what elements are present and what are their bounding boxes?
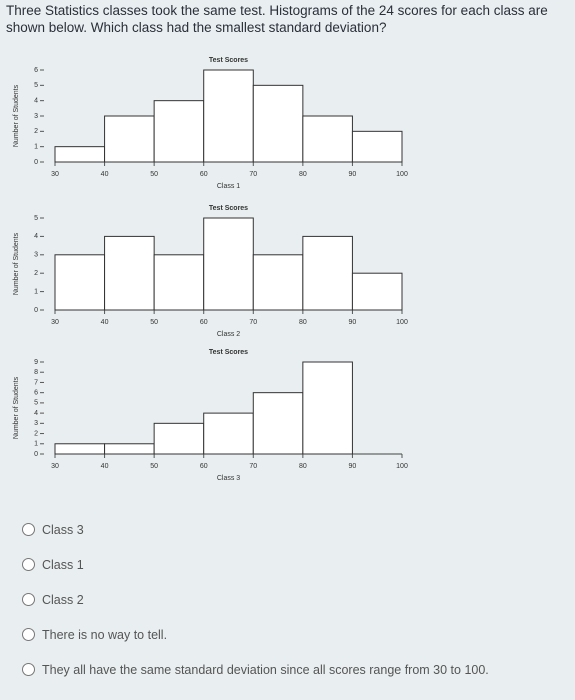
options: Class 3 Class 1 Class 2 There is no way to … [22, 512, 489, 687]
x-tick-label: 70 [249, 463, 257, 470]
option-text: They all have the same standard deviatio… [42, 662, 489, 677]
bar [153, 422, 205, 455]
bar [104, 115, 155, 163]
option[interactable]: There is no way to tell. [22, 617, 489, 652]
y-tick-label: 9 [34, 359, 38, 366]
y-tick-label: 4 [34, 98, 38, 105]
charts: Test Scores Number of Students Class 1 0 1 2 3… [13, 57, 408, 482]
x-tick-label: 40 [101, 463, 109, 470]
bar [54, 146, 106, 163]
bar [302, 115, 353, 163]
y-tick-label: 6 [34, 390, 38, 397]
bar [351, 272, 403, 311]
x-tick-label: 60 [200, 463, 208, 470]
chart-title: Test Scores [209, 205, 248, 212]
option[interactable]: Class 3 [22, 512, 489, 547]
x-axis-label: Class 2 [217, 331, 240, 338]
bar [252, 254, 304, 311]
y-tick-label: 4 [34, 410, 38, 417]
y-tick-label: 3 [34, 420, 38, 427]
option-text: There is no way to tell. [42, 627, 168, 642]
x-tick-label: 80 [299, 171, 307, 178]
x-tick-label: 60 [200, 171, 208, 178]
option[interactable]: They all have the same standard deviatio… [22, 652, 489, 687]
y-tick-label: 7 [34, 379, 38, 386]
x-tick-label: 50 [150, 171, 158, 178]
question: Three Statistics classes took the same t… [6, 3, 548, 35]
y-tick-label: 1 [34, 288, 38, 295]
bar [104, 443, 155, 455]
bar [351, 130, 403, 163]
x-tick-label: 80 [299, 319, 307, 326]
x-tick-label: 30 [51, 319, 59, 326]
y-tick-label: 2 [34, 430, 38, 437]
radio-button[interactable] [22, 558, 35, 571]
y-tick-label: 1 [34, 441, 38, 448]
bar [104, 235, 155, 311]
x-tick-label: 60 [200, 319, 208, 326]
x-tick-label: 40 [101, 319, 109, 326]
bar [252, 392, 304, 455]
bar [203, 217, 254, 311]
x-tick-label: 80 [299, 463, 307, 470]
option[interactable]: Class 2 [22, 582, 489, 617]
x-tick-label: 100 [396, 319, 408, 326]
option-text: Class 1 [42, 557, 84, 572]
x-tick-label: 30 [51, 463, 59, 470]
y-tick-label: 0 [34, 159, 38, 166]
radio-button[interactable] [22, 523, 35, 536]
radio-button[interactable] [22, 663, 35, 676]
bar [252, 84, 304, 163]
y-axis-label: Number of Students [13, 376, 20, 439]
y-tick-label: 0 [34, 307, 38, 314]
x-axis-label: Class 3 [217, 475, 240, 482]
y-axis-label: Number of Students [13, 232, 20, 295]
bar [302, 361, 353, 455]
option-text: Class 3 [42, 522, 84, 537]
y-tick-label: 5 [34, 400, 38, 407]
x-tick-label: 70 [249, 171, 257, 178]
bar [203, 69, 254, 163]
x-tick-label: 40 [101, 171, 109, 178]
x-tick-label: 50 [150, 319, 158, 326]
x-tick-label: 100 [396, 463, 408, 470]
chart-title: Test Scores [209, 349, 248, 356]
y-tick-label: 3 [34, 252, 38, 259]
x-tick-label: 100 [396, 171, 408, 178]
bar [54, 254, 106, 311]
x-tick-label: 90 [349, 171, 357, 178]
y-tick-label: 4 [34, 233, 38, 240]
chart-title: Test Scores [209, 57, 248, 64]
x-tick-label: 50 [150, 463, 158, 470]
option[interactable]: Class 1 [22, 547, 489, 582]
y-tick-label: 6 [34, 67, 38, 74]
y-tick-label: 2 [34, 128, 38, 135]
bar [153, 100, 205, 163]
x-tick-label: 90 [349, 319, 357, 326]
bar [203, 412, 254, 455]
x-tick-label: 90 [349, 463, 357, 470]
y-tick-label: 2 [34, 270, 38, 277]
y-tick-label: 0 [34, 451, 38, 458]
bar [153, 254, 205, 311]
y-tick-label: 5 [34, 215, 38, 222]
y-tick-label: 1 [34, 144, 38, 151]
bar [54, 443, 106, 455]
y-axis-label: Number of Students [13, 84, 20, 147]
x-tick-label: 70 [249, 319, 257, 326]
x-axis-label: Class 1 [217, 183, 240, 190]
y-tick-label: 5 [34, 82, 38, 89]
y-tick-label: 8 [34, 369, 38, 376]
bar [302, 235, 353, 311]
radio-button[interactable] [22, 593, 35, 606]
option-text: Class 2 [42, 592, 84, 607]
y-tick-label: 3 [34, 113, 38, 120]
radio-button[interactable] [22, 628, 35, 641]
x-tick-label: 30 [51, 171, 59, 178]
